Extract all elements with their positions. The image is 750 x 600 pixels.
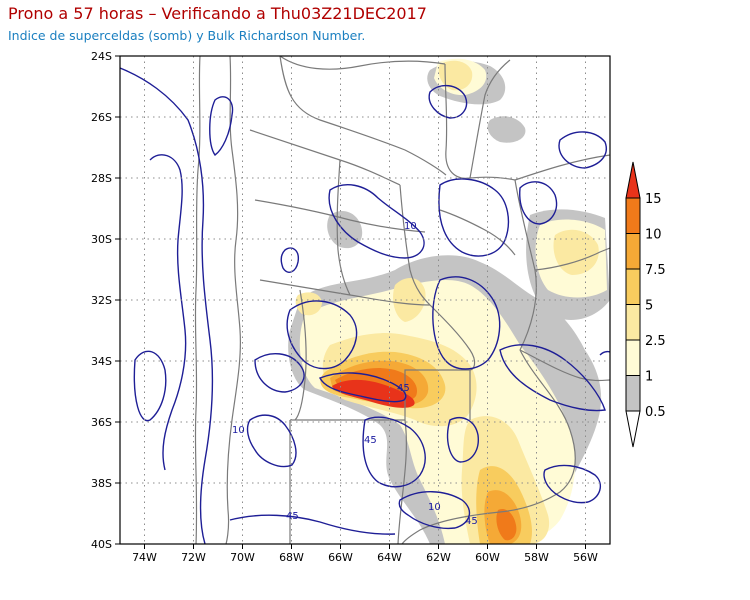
shade-red-area [332,379,415,408]
lon-tick-label: 64W [377,551,402,564]
brn-contour [319,372,407,403]
chart-subtitle: Indice de superceldas (somb) y Bulk Rich… [8,28,366,43]
lon-tick-label: 62W [426,551,451,564]
shade-dark-orange-area [496,508,517,541]
lon-tick-label: 72W [181,551,206,564]
brn-contour [120,67,214,544]
brn-contour [438,178,510,257]
brn-contour [558,131,607,169]
colorbar-swatch [625,304,641,341]
political-borders [194,56,610,544]
lat-tick-label: 30S [91,233,112,246]
brn-contour [543,464,602,504]
colorbar-label: 15 [645,192,662,207]
contour-label: 10 [232,425,245,436]
brn-contour [428,85,468,119]
lon-tick-label: 58W [524,551,549,564]
brazil-internal-border [514,154,610,181]
contour-label: 45 [397,383,410,394]
brn-contour [432,276,501,370]
chile-argentina-border [225,56,241,544]
province-border [336,159,351,296]
lat-tick-label: 38S [91,477,112,490]
lon-tick-label: 60W [475,551,500,564]
province-border [399,184,431,306]
province-border [439,209,516,256]
colorbar: 15 10 7.5 5 2.5 1 0.5 [625,161,666,448]
brn-contour [133,350,167,422]
brazil-internal-border [469,59,511,179]
brn-contour [446,417,479,463]
colorbar-swatch [625,339,641,376]
brn-contour [398,491,471,530]
bulk-richardson-contours [120,67,610,544]
colorbar-label: 1 [645,370,653,385]
paraguay-border [444,63,516,181]
contour-label: 45 [286,511,299,522]
brn-contour [519,181,558,225]
lon-tick-label: 70W [230,551,255,564]
colorbar-label: 7.5 [645,263,666,278]
lat-tick-label: 34S [91,355,112,368]
province-border [254,199,426,233]
pacific-coastline [194,56,201,544]
province-border [397,419,407,544]
brn-contour [229,514,396,535]
lat-tick-label: 36S [91,416,112,429]
lat-tick-label: 40S [91,538,112,551]
colorbar-swatch [625,375,641,412]
paraguay-argentina-border [279,56,447,176]
contour-label: 10 [428,502,441,513]
lat-tick-label: 26S [91,111,112,124]
colorbar-label: 5 [645,299,653,314]
contour-label: 45 [364,435,377,446]
brn-contour [209,96,234,156]
contour-label: 10 [404,221,417,232]
brn-contour [328,184,425,259]
lon-tick-label: 66W [328,551,353,564]
colorbar-top-arrow [625,161,641,199]
lat-lon-grid [120,56,610,544]
brn-contour [286,300,358,370]
colorbar-swatch [625,233,641,270]
lat-tick-label: 32S [91,294,112,307]
shade-light-yellow-area [438,60,473,91]
map-plot-area: 10 45 45 10 45 10 45 [120,56,610,544]
contour-label: 45 [465,516,478,527]
argentina-atlantic-coast [401,349,576,544]
colorbar-bottom-arrow [625,410,641,448]
colorbar-swatch [625,197,641,234]
brn-contour [254,353,305,393]
shade-light-yellow-area [553,229,599,275]
lon-tick-label: 74W [132,551,157,564]
bolivia-paraguay-border [279,56,446,70]
latitude-axis: 24S 26S 28S 30S 32S 34S 36S 38S 40S [91,50,120,551]
lat-tick-label: 24S [91,50,112,63]
contour-label-group: 10 45 45 10 45 10 45 [232,221,478,527]
lon-tick-label: 56W [573,551,598,564]
colorbar-label: 2.5 [645,334,666,349]
colorbar-swatch [625,268,641,305]
shade-grey-area [487,116,526,143]
brn-contour [149,154,187,471]
lat-tick-label: 28S [91,172,112,185]
lon-tick-label: 68W [279,551,304,564]
brn-contour [362,416,426,488]
chart-title: Prono a 57 horas – Verificando a Thu03Z2… [8,4,427,23]
longitude-axis: 74W 72W 70W 68W 66W 64W 62W 60W 58W 56W [132,544,598,564]
brn-contour [246,414,297,468]
colorbar-label: 10 [645,228,662,243]
province-border [294,289,307,421]
shade-light-yellow-area [295,292,322,316]
brn-contour [499,344,606,412]
colorbar-label: 0.5 [645,405,666,420]
